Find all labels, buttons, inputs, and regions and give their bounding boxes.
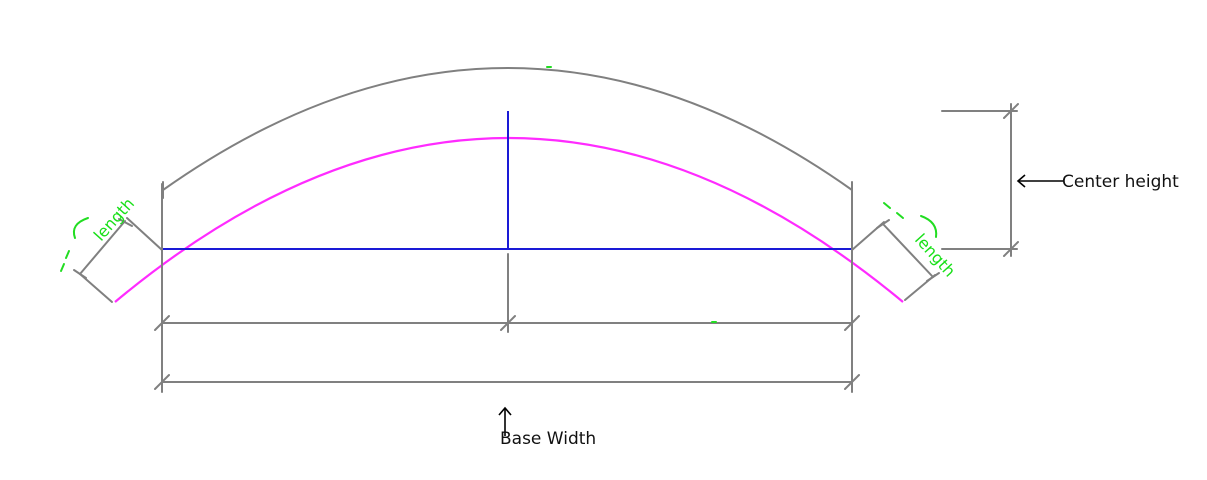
- left-length-tick-bottom: [73, 269, 87, 279]
- base-width-tick-right: [844, 374, 860, 390]
- left-length-ext-top: [126, 217, 163, 251]
- left-length-label: length: [90, 194, 138, 245]
- right-length-label: length: [911, 230, 959, 281]
- center-height-arrow-head: [1016, 174, 1026, 188]
- right-length-tick-bottom: [926, 272, 940, 282]
- half-width-tick-left: [154, 315, 170, 331]
- center-height-tick-top: [1003, 103, 1019, 119]
- base-width-arrow-head: [498, 406, 512, 416]
- right-length-marker-dash-1: [883, 202, 891, 209]
- half-width-tick-center: [500, 315, 516, 331]
- right-length-marker-arc: [920, 215, 938, 238]
- left-length-dimension-line: [79, 220, 126, 275]
- left-length-marker-dash-1: [65, 250, 70, 259]
- left-length-marker-dash-2: [60, 263, 65, 272]
- left-length-tick-top: [118, 218, 133, 227]
- half-width-tick-right: [844, 315, 860, 331]
- left-length-marker-arc: [72, 217, 89, 239]
- right-length-tick-top: [876, 219, 890, 229]
- right-length-dimension-line: [882, 223, 934, 278]
- outer-arc-dimension: [162, 67, 853, 191]
- center-height-label: Center height: [1062, 172, 1179, 192]
- base-width-tick-left: [154, 374, 170, 390]
- base-width-label: Base Width: [500, 429, 596, 449]
- center-height-tick-bottom: [1003, 241, 1019, 257]
- right-length-marker-dash-2: [896, 212, 904, 219]
